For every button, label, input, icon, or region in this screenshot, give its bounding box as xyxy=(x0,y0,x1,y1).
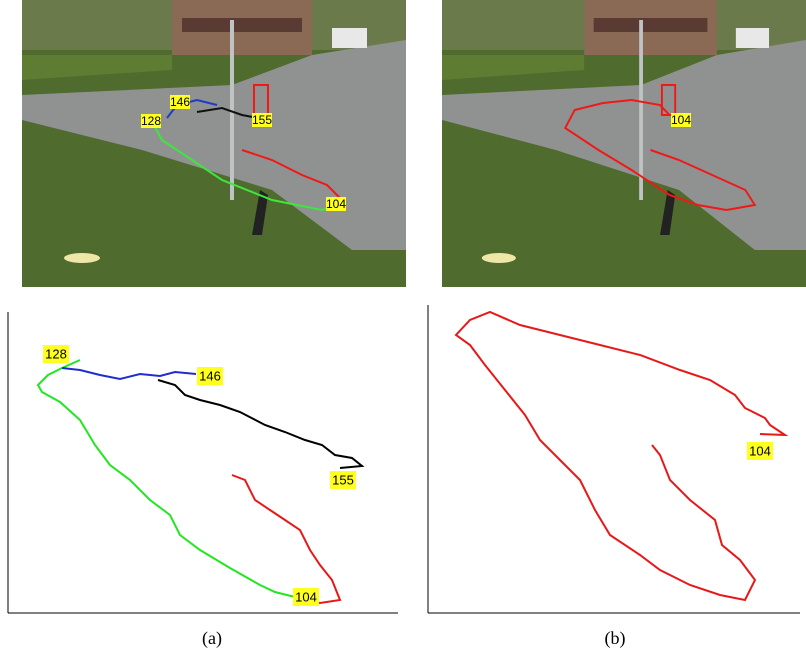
track-label: 104 xyxy=(749,443,771,458)
plot-b xyxy=(428,305,800,613)
caption: (b) xyxy=(605,628,626,649)
track-label: 146 xyxy=(170,95,190,109)
photo-b xyxy=(442,0,806,287)
track-label: 128 xyxy=(45,346,67,361)
track-label: 128 xyxy=(141,114,161,128)
photo-a xyxy=(22,0,406,287)
photo-b-scene xyxy=(442,0,806,287)
track-label: 104 xyxy=(326,197,346,211)
figure: 146 128 155 104 128 146 155 104 (a) 104 104 (b) xyxy=(0,0,806,655)
track-label: 146 xyxy=(199,368,221,383)
track-label: 155 xyxy=(332,472,354,487)
track-label: 104 xyxy=(295,589,317,604)
photo-a-scene xyxy=(22,0,406,287)
track-label: 104 xyxy=(671,113,691,127)
track-label: 155 xyxy=(252,113,272,127)
caption: (a) xyxy=(202,628,222,649)
